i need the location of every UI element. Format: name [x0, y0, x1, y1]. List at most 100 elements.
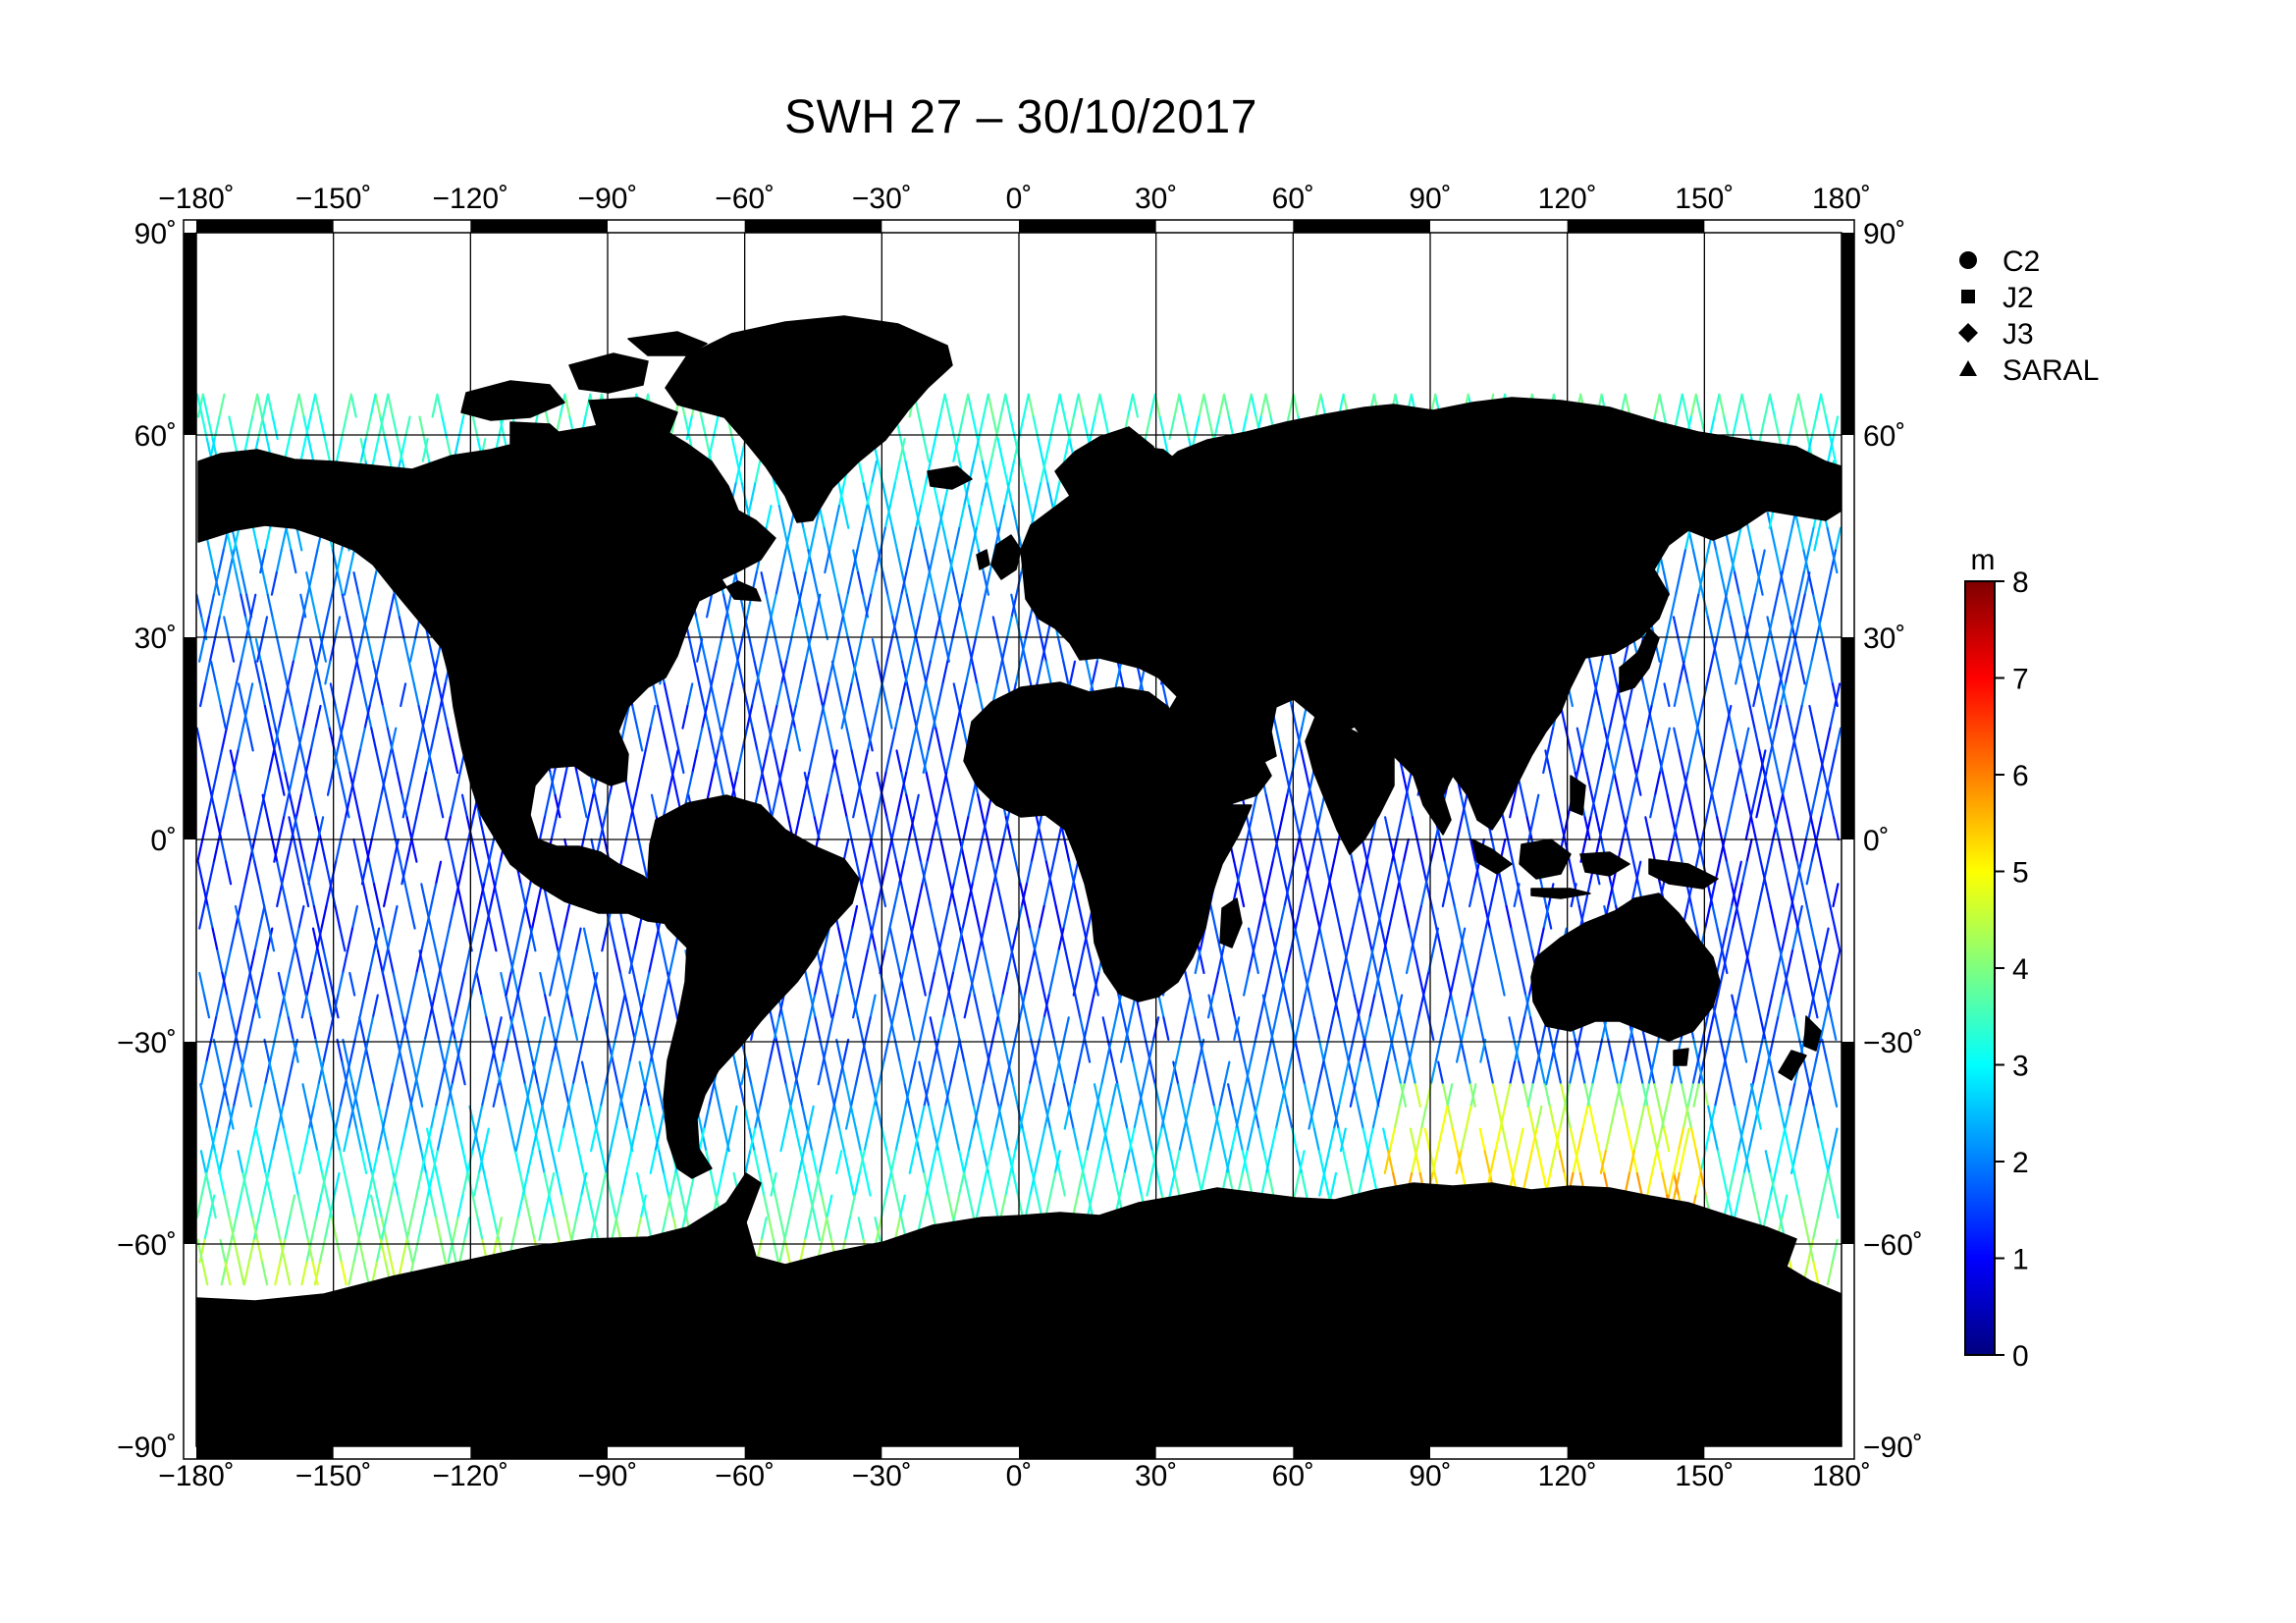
- track-segment: [1135, 1171, 1144, 1197]
- track-segment: [957, 838, 965, 863]
- track-segment: [1356, 883, 1363, 908]
- track-segment: [643, 971, 651, 997]
- track-segment: [534, 1038, 542, 1063]
- track-segment: [215, 1105, 223, 1130]
- track-segment: [1595, 660, 1603, 685]
- track-segment: [370, 1261, 378, 1286]
- track-segment: [938, 593, 946, 619]
- track-segment: [842, 1150, 851, 1175]
- track-segment: [484, 904, 492, 930]
- track-segment: [362, 883, 370, 908]
- track-segment: [905, 749, 913, 775]
- track-segment: [1765, 749, 1773, 775]
- track-segment: [1362, 971, 1369, 997]
- track-segment: [1459, 927, 1467, 952]
- track-segment: [961, 616, 969, 641]
- track-segment: [799, 1150, 807, 1175]
- track-segment: [861, 749, 870, 775]
- track-segment: [770, 1171, 777, 1197]
- track-segment: [899, 682, 907, 708]
- track-segment: [1580, 727, 1589, 752]
- track-segment: [503, 927, 510, 952]
- track-segment: [489, 883, 497, 908]
- track-segment: [1279, 749, 1288, 775]
- track-segment: [360, 682, 368, 708]
- track-segment: [900, 883, 908, 908]
- track-segment: [541, 1105, 549, 1130]
- track-segment: [1332, 1105, 1341, 1130]
- track-segment: [536, 1083, 544, 1109]
- track-segment: [392, 971, 400, 997]
- track-segment: [350, 904, 358, 930]
- track-segment: [1692, 593, 1700, 619]
- track-segment: [1290, 704, 1298, 730]
- track-segment: [1246, 1127, 1254, 1153]
- track-segment: [618, 1083, 626, 1109]
- track-segment: [1338, 927, 1347, 952]
- track-segment: [1608, 771, 1616, 796]
- track-segment: [1126, 393, 1135, 418]
- track-segment: [947, 883, 955, 908]
- track-segment: [1157, 994, 1165, 1019]
- track-segment: [1327, 1083, 1335, 1109]
- track-segment: [942, 904, 950, 930]
- track-segment: [436, 393, 444, 418]
- track-segment: [382, 393, 390, 418]
- track-segment: [431, 660, 439, 685]
- track-segment: [979, 593, 987, 619]
- track-segment: [1072, 393, 1080, 418]
- track-segment: [855, 771, 863, 796]
- track-segment: [681, 704, 689, 730]
- track-segment: [387, 949, 395, 975]
- track-segment: [875, 860, 882, 886]
- track-segment: [914, 704, 923, 730]
- track-segment: [1302, 793, 1310, 819]
- track-segment: [559, 393, 566, 418]
- track-segment: [961, 904, 969, 930]
- track-segment: [1479, 927, 1487, 952]
- track-segment: [1460, 1127, 1468, 1153]
- track-segment: [297, 1150, 305, 1175]
- track-segment: [387, 1150, 395, 1175]
- track-segment: [1676, 838, 1683, 863]
- track-segment: [961, 393, 970, 418]
- track-segment: [1569, 1127, 1577, 1153]
- track-segment: [457, 860, 465, 886]
- track-segment: [225, 704, 233, 730]
- track-segment: [1098, 393, 1106, 418]
- track-segment: [1478, 883, 1487, 908]
- track-segment: [967, 1194, 976, 1219]
- track-segment: [1512, 1150, 1520, 1175]
- track-segment: [840, 704, 848, 730]
- track-segment: [1415, 838, 1423, 863]
- track-segment: [1719, 1038, 1727, 1063]
- track-segment: [1732, 1150, 1740, 1175]
- track-segment: [631, 704, 639, 730]
- track-segment: [974, 616, 982, 641]
- track-segment: [946, 971, 955, 997]
- track-segment: [382, 1127, 390, 1153]
- track-segment: [1469, 971, 1477, 997]
- track-segment: [792, 1171, 801, 1197]
- track-segment: [1214, 927, 1222, 952]
- track-segment: [1677, 793, 1684, 819]
- track-segment: [935, 793, 943, 819]
- track-segment: [297, 393, 305, 418]
- track-segment: [305, 971, 313, 997]
- track-segment: [1736, 1127, 1744, 1153]
- track-segment: [1810, 637, 1818, 663]
- track-segment: [801, 1105, 809, 1130]
- track-segment: [358, 994, 366, 1019]
- track-segment: [664, 971, 671, 997]
- track-segment: [933, 526, 940, 552]
- track-segment: [1223, 1060, 1231, 1086]
- track-segment: [1704, 1127, 1712, 1153]
- track-segment: [758, 1171, 766, 1197]
- track-segment: [1039, 460, 1047, 485]
- track-segment: [325, 1150, 333, 1175]
- track-segment: [987, 1171, 994, 1197]
- track-segment: [1279, 971, 1288, 997]
- track-segment: [1322, 883, 1331, 908]
- track-segment: [814, 593, 822, 619]
- track-segment: [774, 570, 782, 596]
